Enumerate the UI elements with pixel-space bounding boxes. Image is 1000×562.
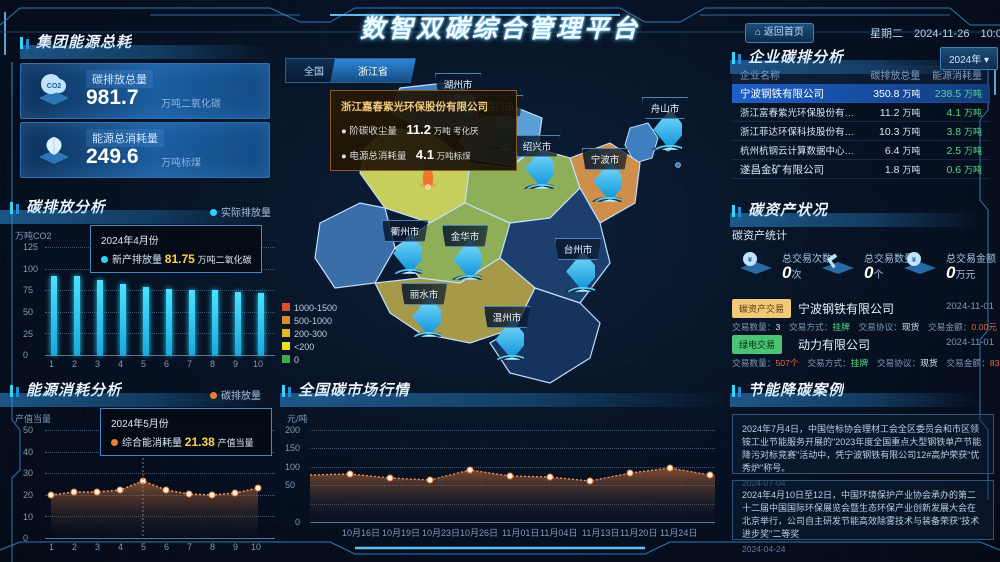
svg-text:¥: ¥ [748, 257, 752, 264]
svg-text:CO2: CO2 [47, 83, 62, 90]
svg-text:¥: ¥ [912, 257, 916, 264]
